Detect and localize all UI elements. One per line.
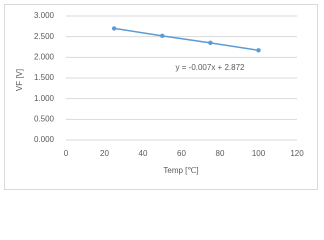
x-tick-label: 120 (290, 149, 304, 158)
data-point (256, 48, 261, 53)
x-tick-label: 60 (177, 149, 186, 158)
y-axis-title: VF [V] (15, 69, 24, 91)
chart: Temp [℃] VF [V] y = -0.007x + 2.872 0.00… (4, 4, 318, 190)
data-point (208, 40, 213, 46)
y-tick-label: 0.000 (34, 135, 55, 144)
data-point (111, 26, 117, 31)
y-tick-label: 2.000 (34, 52, 55, 61)
data-line (114, 27, 259, 52)
x-tick-label: 20 (100, 149, 109, 158)
y-tick-label: 3.000 (34, 11, 55, 20)
x-tick-label: 100 (252, 149, 266, 158)
y-tick-label: 0.500 (34, 114, 55, 123)
y-tick-label: 2.500 (34, 32, 55, 41)
x-axis-title: Temp [℃] (163, 166, 198, 175)
x-tick-label: 80 (216, 149, 225, 158)
y-tick-label: 1.000 (34, 94, 55, 103)
x-tick-label: 0 (64, 149, 69, 158)
annotation: y = -0.007x + 2.872 (176, 63, 245, 72)
data-point (160, 33, 165, 39)
x-tick-label: 40 (139, 149, 148, 158)
y-tick-label: 1.500 (34, 73, 55, 82)
